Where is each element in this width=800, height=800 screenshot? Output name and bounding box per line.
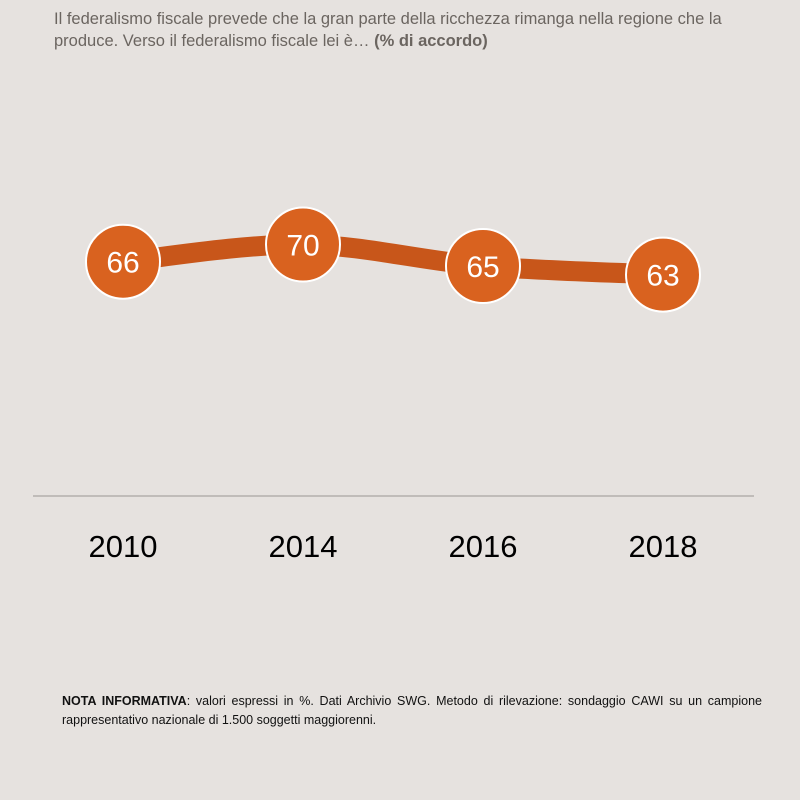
data-point-2016	[445, 228, 521, 304]
x-tick-layer: 2010 2014 2016 2018	[89, 529, 698, 564]
series-layer: 66 70 65 63	[85, 206, 701, 313]
data-point-2018	[625, 236, 701, 313]
info-note-text: : valori espressi in %. Dati Archivio SW…	[62, 694, 762, 727]
line-chart: 66 70 65 63 2010 2014 2016 2018	[33, 206, 754, 564]
x-tick-label-2016: 2016	[449, 529, 518, 564]
chart-title-text: Il federalismo fiscale prevede che la gr…	[54, 10, 722, 50]
data-label-2016: 65	[466, 251, 499, 284]
info-note: NOTA INFORMATIVA: valori espressi in %. …	[62, 692, 762, 730]
x-tick-label-2010: 2010	[89, 529, 158, 564]
data-label-2018: 63	[646, 260, 679, 293]
chart-title-emphasis: (% di accordo)	[374, 32, 488, 50]
series-line	[113, 234, 673, 285]
chart-title: Il federalismo fiscale prevede che la gr…	[54, 8, 774, 52]
x-tick-label-2014: 2014	[269, 529, 338, 564]
data-point-2010	[85, 223, 161, 300]
info-note-label: NOTA INFORMATIVA	[62, 694, 187, 708]
data-label-2010: 66	[106, 247, 139, 280]
data-point-2014	[265, 206, 341, 283]
data-label-2014: 70	[286, 230, 319, 263]
x-tick-label-2018: 2018	[629, 529, 698, 564]
